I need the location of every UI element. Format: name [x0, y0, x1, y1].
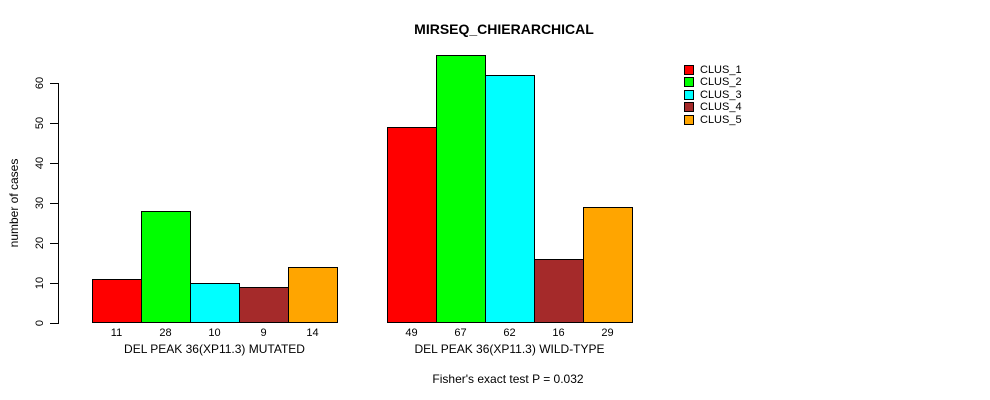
legend: CLUS_1 CLUS_2 CLUS_3 CLUS_4 CLUS_5 [684, 64, 742, 127]
bar-clus_4-group1 [239, 287, 289, 323]
y-axis-tick-label: 20 [34, 236, 46, 250]
legend-swatch-icon [684, 102, 694, 112]
y-axis-tick [50, 243, 58, 244]
bar-clus_4-group2 [534, 259, 584, 323]
category-label: DEL PEAK 36(XP11.3) WILD-TYPE [414, 342, 605, 356]
bar-value-label: 16 [552, 327, 565, 339]
bar-value-label: 62 [503, 327, 516, 339]
bar-value-label: 11 [110, 327, 123, 339]
bar-clus_3-group2 [485, 75, 535, 323]
legend-item-clus_2: CLUS_2 [684, 76, 742, 88]
legend-item-clus_4: CLUS_4 [684, 101, 742, 113]
y-axis-label: number of cases [7, 158, 21, 248]
bar-clus_2-group2 [436, 55, 486, 323]
legend-label: CLUS_4 [700, 101, 742, 113]
bar-clus_3-group1 [190, 283, 240, 323]
bar-value-label: 29 [601, 327, 614, 339]
legend-swatch-icon [684, 64, 694, 75]
y-axis-tick [50, 283, 58, 284]
legend-label: CLUS_2 [700, 76, 742, 88]
bar-clus_1-group1 [92, 279, 142, 323]
y-axis-tick-label: 10 [34, 276, 46, 290]
y-axis-tick-label: 50 [34, 116, 46, 130]
legend-swatch-icon [684, 77, 694, 87]
category-label: DEL PEAK 36(XP11.3) MUTATED [124, 342, 305, 356]
y-axis-tick [50, 323, 58, 324]
footnote-text: Fisher's exact test P = 0.032 [432, 372, 584, 386]
y-axis-tick-label: 40 [34, 156, 46, 170]
legend-swatch-icon [684, 89, 694, 100]
legend-item-clus_5: CLUS_5 [684, 113, 742, 126]
y-axis-tick-label: 60 [34, 76, 46, 90]
legend-item-clus_3: CLUS_3 [684, 88, 742, 101]
y-axis-line [58, 83, 59, 324]
bar-clus_2-group1 [141, 211, 191, 323]
bar-value-label: 49 [405, 327, 418, 339]
legend-item-clus_1: CLUS_1 [684, 63, 742, 76]
bar-clus_5-group1 [288, 267, 338, 323]
bar-value-label: 9 [260, 327, 267, 339]
y-axis-tick-label: 0 [34, 319, 46, 327]
y-axis-tick [50, 203, 58, 204]
chart-title: MIRSEQ_CHIERARCHICAL [414, 21, 594, 37]
bar-value-label: 67 [454, 327, 467, 339]
y-axis-tick-label: 30 [34, 196, 46, 210]
legend-swatch-icon [684, 114, 694, 125]
y-axis-tick [50, 83, 58, 84]
bar-clus_5-group2 [583, 207, 633, 323]
y-axis-tick [50, 163, 58, 164]
legend-label: CLUS_5 [700, 113, 742, 126]
bar-value-label: 14 [306, 327, 319, 339]
legend-label: CLUS_1 [700, 63, 742, 76]
bar-value-label: 10 [208, 327, 221, 339]
bar-value-label: 28 [159, 327, 172, 339]
bar-clus_1-group2 [387, 127, 437, 323]
legend-label: CLUS_3 [700, 88, 742, 101]
y-axis-tick [50, 123, 58, 124]
